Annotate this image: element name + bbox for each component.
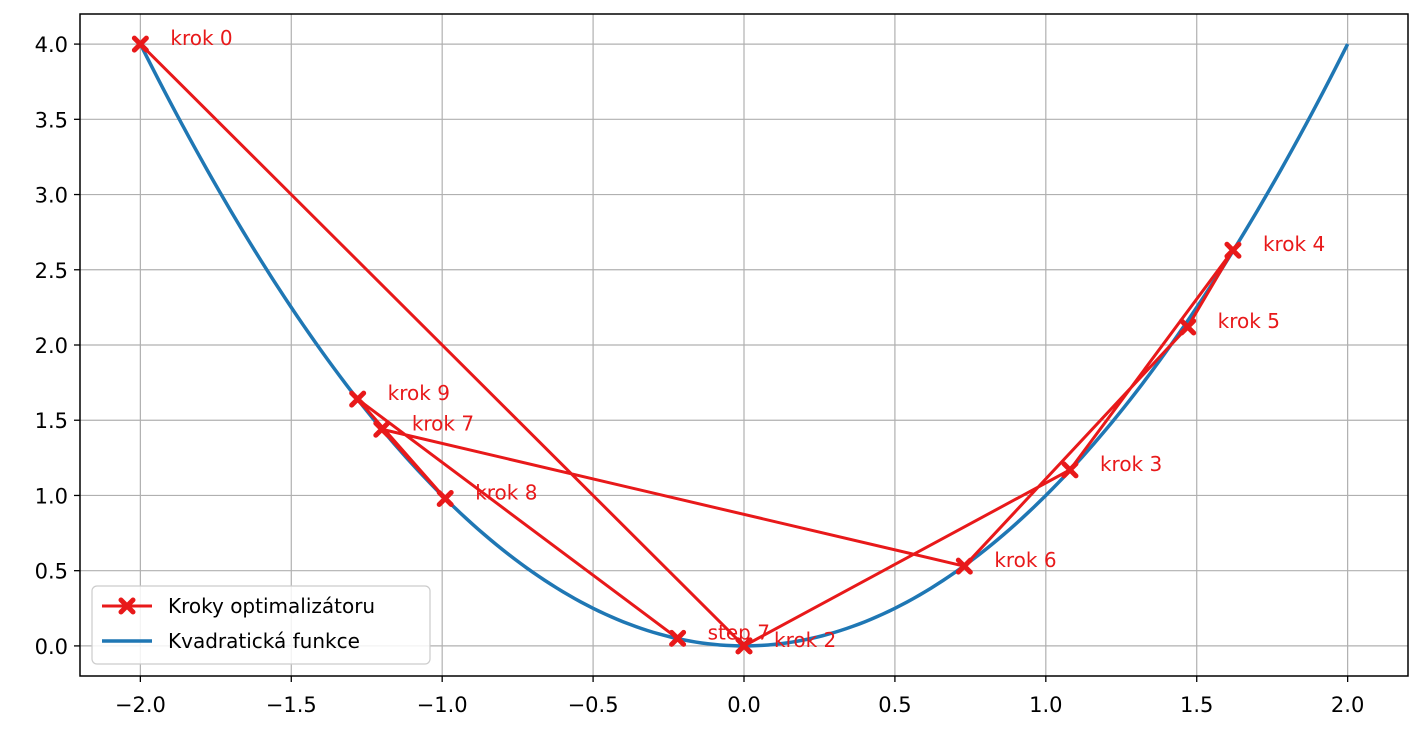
y-tick-label: 1.0 <box>35 484 68 508</box>
step-point <box>131 35 149 53</box>
x-tick-label: −1.0 <box>417 693 468 717</box>
step-point <box>1179 318 1197 336</box>
step-point <box>436 489 454 507</box>
step-point-label: krok 6 <box>994 548 1056 572</box>
x-tick-label: −1.5 <box>266 693 317 717</box>
step-point <box>373 420 391 438</box>
x-tick-label: −2.0 <box>115 693 166 717</box>
legend-steps-label: Kroky optimalizátoru <box>168 594 375 618</box>
y-tick-label: 3.0 <box>35 184 68 208</box>
optimizer-steps-line <box>139 43 1235 648</box>
step-point <box>1061 461 1079 479</box>
step-point-label: krok 2 <box>774 628 836 652</box>
step-point <box>669 629 687 647</box>
legend-box <box>91 585 431 665</box>
legend-steps-marker <box>118 597 136 615</box>
step-point-label: krok 0 <box>170 26 232 50</box>
step-point <box>955 557 973 575</box>
step-point-label: krok 7 <box>412 411 474 435</box>
y-tick-label: 2.0 <box>35 334 68 358</box>
y-tick-label: 2.5 <box>35 259 68 283</box>
point-labels-layer: krok 0 krok 2 krok 3 krok 4 krok 5 krok 6 krok… <box>170 26 1325 652</box>
x-tick-label: −0.5 <box>568 693 619 717</box>
y-axis: 0.0 0.5 1.0 1.5 2.0 2.5 3.0 3.5 4.0 <box>35 33 80 659</box>
x-axis: −2.0 −1.5 −1.0 −0.5 0.0 0.5 1.0 1.5 2.0 <box>115 676 1364 717</box>
legend: Kroky optimalizátoru Kvadratická funkce <box>91 585 431 665</box>
step-point <box>735 637 753 655</box>
y-tick-label: 0.5 <box>35 560 68 584</box>
x-tick-label: 1.0 <box>1029 693 1062 717</box>
y-tick-label: 4.0 <box>35 33 68 57</box>
y-tick-label: 3.5 <box>35 108 68 132</box>
y-tick-label: 0.0 <box>35 635 68 659</box>
step-point <box>1224 241 1242 259</box>
step-point-label: krok 8 <box>475 480 537 504</box>
legend-function-label: Kvadratická funkce <box>168 629 360 653</box>
step-point-label: krok 3 <box>1100 452 1162 476</box>
y-tick-label: 1.5 <box>35 409 68 433</box>
step-point-label: krok 5 <box>1218 309 1280 333</box>
step-point-label: step 7 <box>708 620 770 644</box>
step-point-label: krok 4 <box>1263 232 1325 256</box>
grid <box>80 14 1408 676</box>
step-point-label: krok 9 <box>388 381 450 405</box>
step-point <box>349 390 367 408</box>
x-tick-label: 0.0 <box>727 693 760 717</box>
x-tick-label: 1.5 <box>1180 693 1213 717</box>
x-tick-label: 2.0 <box>1331 693 1364 717</box>
legend-steps-marker-icon <box>118 597 136 615</box>
x-tick-label: 0.5 <box>878 693 911 717</box>
optimizer-steps-layer <box>131 35 1242 655</box>
